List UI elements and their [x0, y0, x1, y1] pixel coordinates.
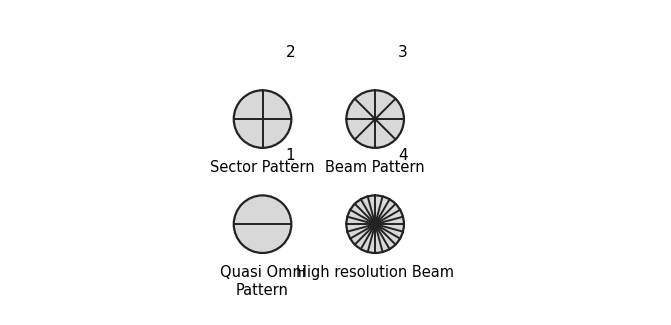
- Text: 1: 1: [285, 148, 295, 163]
- Text: Sector Pattern: Sector Pattern: [210, 160, 315, 176]
- Text: Quasi Omni
Pattern: Quasi Omni Pattern: [219, 266, 305, 298]
- Circle shape: [234, 90, 291, 148]
- Text: 4: 4: [398, 148, 408, 163]
- Circle shape: [346, 90, 404, 148]
- Text: 2: 2: [285, 45, 295, 60]
- Circle shape: [234, 195, 291, 253]
- Circle shape: [346, 195, 404, 253]
- Text: 3: 3: [398, 45, 408, 60]
- Text: High resolution Beam: High resolution Beam: [296, 266, 454, 280]
- Text: Beam Pattern: Beam Pattern: [325, 160, 425, 176]
